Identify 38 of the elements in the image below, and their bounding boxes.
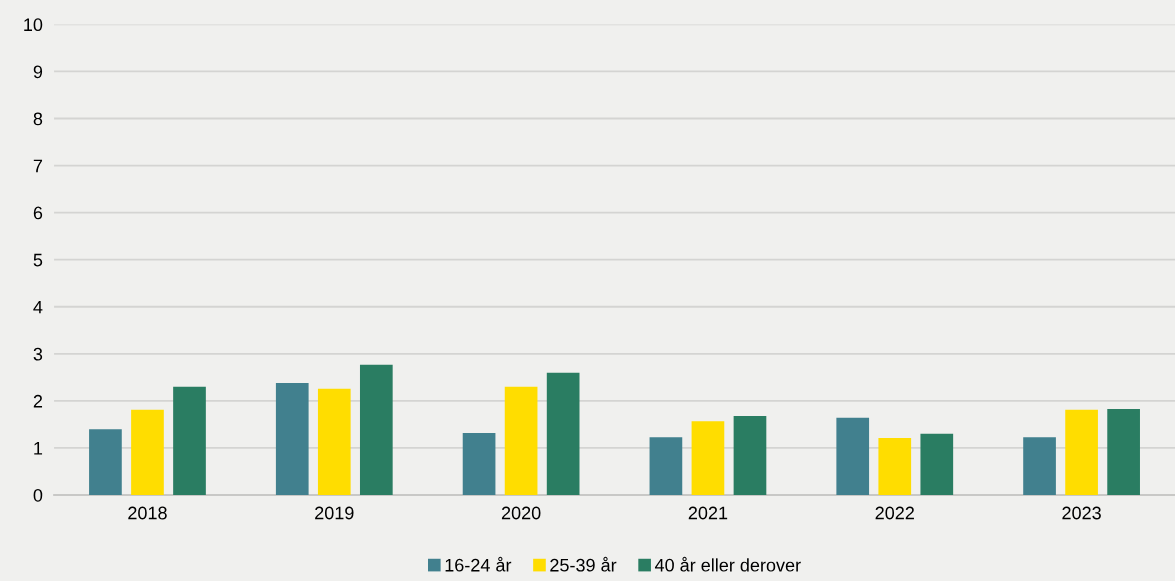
bar bbox=[1023, 437, 1056, 496]
legend-label: 25-39 år bbox=[550, 556, 617, 572]
legend-label: 40 år eller derover bbox=[654, 556, 801, 572]
y-tick-label: 5 bbox=[33, 253, 43, 267]
bar bbox=[1107, 408, 1140, 496]
bar bbox=[462, 432, 496, 496]
y-tick-label: 8 bbox=[33, 112, 43, 126]
bar bbox=[920, 433, 954, 496]
y-tick-label: 0 bbox=[33, 488, 43, 502]
y-tick-label: 4 bbox=[33, 300, 43, 314]
bar bbox=[89, 429, 122, 496]
y-tick-label: 7 bbox=[33, 159, 43, 173]
legend-label: 16-24 år bbox=[445, 556, 512, 572]
y-tick-label: 9 bbox=[33, 65, 43, 79]
x-tick-label: 2022 bbox=[875, 506, 914, 520]
bar bbox=[546, 372, 580, 496]
bar bbox=[733, 415, 767, 496]
bar bbox=[878, 438, 912, 496]
x-tick-label: 2019 bbox=[315, 506, 354, 520]
x-tick-label: 2023 bbox=[1062, 506, 1101, 520]
bar bbox=[1065, 409, 1098, 496]
bar bbox=[836, 417, 870, 496]
y-tick-label: 3 bbox=[33, 347, 43, 361]
x-tick-label: 2021 bbox=[688, 506, 728, 520]
y-tick-label: 10 bbox=[24, 18, 43, 32]
bar bbox=[649, 437, 683, 496]
bar bbox=[173, 386, 206, 496]
y-tick-label: 2 bbox=[33, 394, 43, 408]
bar bbox=[131, 409, 164, 496]
bar bbox=[504, 386, 538, 496]
bar bbox=[317, 388, 351, 496]
y-tick-label: 6 bbox=[33, 206, 43, 220]
bar bbox=[691, 421, 725, 496]
x-tick-label: 2020 bbox=[501, 506, 541, 520]
bar bbox=[275, 383, 309, 496]
x-tick-label: 2018 bbox=[128, 506, 167, 520]
y-tick-label: 1 bbox=[34, 442, 43, 455]
bar bbox=[359, 364, 393, 496]
